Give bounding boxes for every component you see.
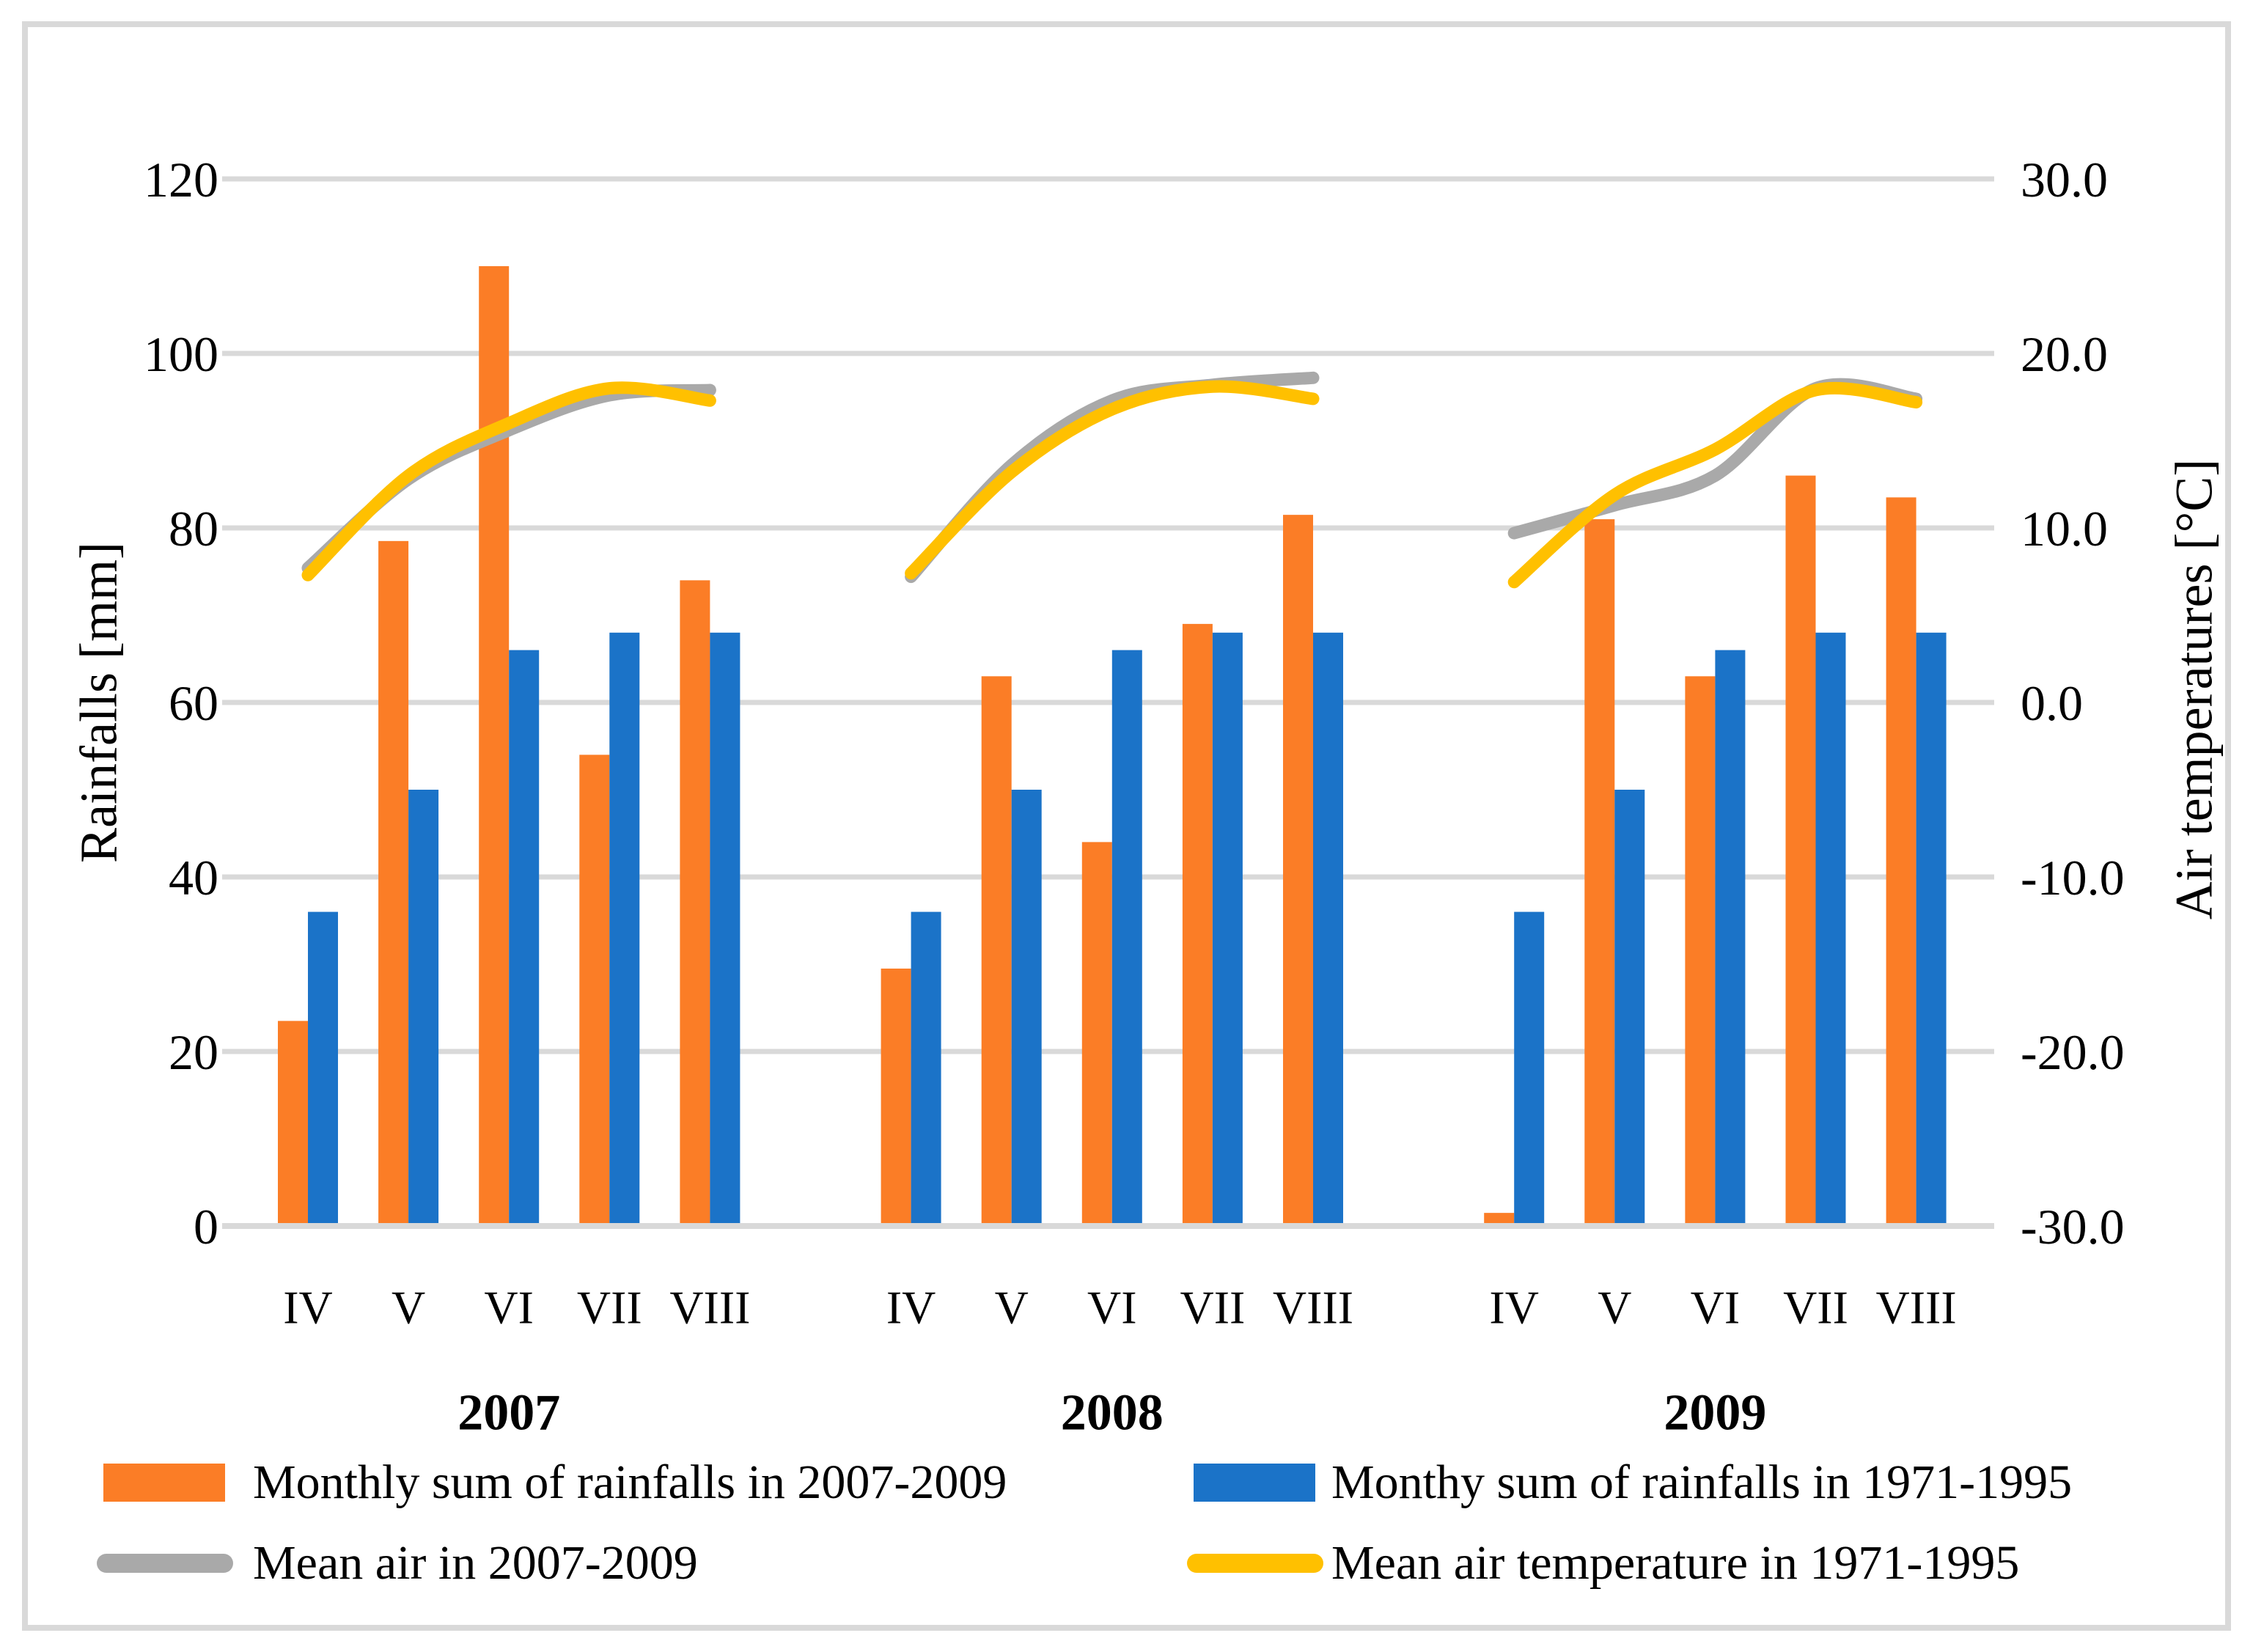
- bar-rainfall-1971-1995-2009-VII: [1815, 632, 1846, 1223]
- bar-rainfall-1971-1995-2007-IV: [308, 911, 338, 1223]
- right-tick--20.0: -20.0: [2021, 1024, 2125, 1080]
- bar-rainfall-2007-2009-2009-IV: [1484, 1213, 1515, 1223]
- month-label-2008-VI: VI: [1087, 1281, 1137, 1333]
- month-label-2008-V: V: [995, 1281, 1029, 1333]
- bar-rainfall-2007-2009-2009-VI: [1685, 676, 1716, 1223]
- legend-swatch-yellow-line: [1187, 1554, 1323, 1573]
- bar-rainfall-1971-1995-2007-VIII: [710, 632, 740, 1223]
- month-label-2009-V: V: [1598, 1281, 1631, 1333]
- bar-rainfall-2007-2009-2009-VII: [1785, 475, 1816, 1223]
- bar-rainfall-1971-1995-2008-VI: [1111, 650, 1142, 1223]
- bar-rainfall-2007-2009-2007-VIII: [680, 580, 710, 1223]
- bar-rainfall-1971-1995-2008-VIII: [1313, 632, 1343, 1223]
- line-mean-air-2007-2009-2009: [1507, 378, 1923, 540]
- year-label-2007: 2007: [457, 1385, 560, 1442]
- bar-rainfall-2007-2009-2008-VI: [1081, 842, 1112, 1223]
- legend-item-mean-air-2007-2009: Mean air in 2007-2009: [97, 1534, 698, 1593]
- year-label-2008: 2008: [1061, 1385, 1164, 1442]
- bar-rainfall-2007-2009-2007-VI: [479, 266, 510, 1223]
- month-label-2007-V: V: [392, 1281, 425, 1333]
- gridline-80: [222, 525, 1994, 531]
- legend-item-mean-air-temperature-1971-1995: Mean air temperature in 1971-1995: [1187, 1534, 2019, 1593]
- bar-rainfall-2007-2009-2008-V: [981, 676, 1012, 1223]
- legend-label-rainfall-1971-1995: Monthy sum of rainfalls in 1971-1995: [1331, 1455, 2073, 1509]
- line-mean-air-temperature-1971-1995-2007: [301, 381, 716, 581]
- bar-rainfall-1971-1995-2008-V: [1011, 790, 1042, 1223]
- legend-label-rainfall-2007-2009: Monthly sum of rainfalls in 2007-2009: [253, 1455, 1007, 1509]
- left-tick-80: 80: [169, 501, 218, 557]
- bar-rainfall-1971-1995-2009-IV: [1514, 911, 1545, 1223]
- month-label-2007-IV: IV: [283, 1281, 333, 1333]
- month-label-2009-IV: IV: [1489, 1281, 1539, 1333]
- right-axis-title: Air temperatures [°C]: [2164, 458, 2224, 920]
- month-label-2009-VI: VI: [1691, 1281, 1741, 1333]
- legend-swatch-blue-bar: [1194, 1464, 1315, 1502]
- left-tick-60: 60: [169, 675, 218, 731]
- legend-item-rainfall-2007-2009: Monthly sum of rainfalls in 2007-2009: [103, 1453, 1007, 1512]
- left-tick-0: 0: [194, 1199, 218, 1255]
- month-label-2007-VI: VI: [484, 1281, 534, 1333]
- left-axis-title: Rainfalls [mm]: [69, 542, 128, 863]
- bar-rainfall-2007-2009-2007-VII: [579, 755, 610, 1223]
- bar-rainfall-1971-1995-2007-VII: [609, 632, 640, 1223]
- month-label-2007-VIII: VIII: [669, 1281, 750, 1333]
- bar-rainfall-2007-2009-2009-VIII: [1886, 497, 1916, 1223]
- bar-rainfall-1971-1995-2009-VI: [1715, 650, 1746, 1223]
- bar-rainfall-1971-1995-2007-VI: [509, 650, 540, 1223]
- legend-label-mean-air-2007-2009: Mean air in 2007-2009: [253, 1536, 698, 1590]
- month-label-2008-VIII: VIII: [1273, 1281, 1353, 1333]
- legend-item-rainfall-1971-1995: Monthy sum of rainfalls in 1971-1995: [1194, 1453, 2072, 1512]
- legend-label-mean-air-temperature-1971-1995: Mean air temperature in 1971-1995: [1331, 1536, 2020, 1590]
- month-label-2009-VIII: VIII: [1876, 1281, 1957, 1333]
- gridline-120: [222, 176, 1994, 182]
- gridline-60: [222, 700, 1994, 705]
- right-tick-30.0: 30.0: [2021, 152, 2108, 208]
- bar-rainfall-2007-2009-2007-IV: [278, 1021, 308, 1223]
- month-label-2008-IV: IV: [886, 1281, 936, 1333]
- bar-rainfall-1971-1995-2009-V: [1614, 790, 1645, 1223]
- left-tick-20: 20: [169, 1024, 218, 1080]
- month-label-2008-VII: VII: [1180, 1281, 1245, 1333]
- right-tick--30.0: -30.0: [2021, 1199, 2125, 1255]
- right-tick-20.0: 20.0: [2021, 326, 2108, 382]
- bar-rainfall-2007-2009-2008-VII: [1182, 623, 1213, 1223]
- left-tick-120: 120: [144, 152, 218, 208]
- right-tick-10.0: 10.0: [2021, 501, 2108, 557]
- bar-rainfall-1971-1995-2008-IV: [911, 911, 941, 1223]
- right-tick-0.0: 0.0: [2021, 675, 2083, 731]
- legend-swatch-orange-bar: [103, 1464, 225, 1502]
- x-axis-line: [222, 1223, 1994, 1229]
- bar-rainfall-2007-2009-2007-V: [378, 540, 409, 1223]
- right-tick--10.0: -10.0: [2021, 850, 2125, 906]
- bar-rainfall-2007-2009-2009-V: [1584, 519, 1615, 1223]
- bar-rainfall-2007-2009-2008-VIII: [1283, 515, 1313, 1223]
- left-tick-100: 100: [144, 326, 218, 382]
- month-label-2009-VII: VII: [1783, 1281, 1848, 1333]
- gridline-100: [222, 350, 1994, 356]
- legend-swatch-gray-line: [97, 1554, 233, 1573]
- bar-rainfall-2007-2009-2008-IV: [881, 968, 911, 1223]
- bar-rainfall-1971-1995-2007-V: [408, 790, 439, 1223]
- month-label-2007-VII: VII: [577, 1281, 642, 1333]
- left-tick-40: 40: [169, 850, 218, 906]
- bar-rainfall-1971-1995-2009-VIII: [1916, 632, 1947, 1223]
- year-label-2009: 2009: [1664, 1385, 1766, 1442]
- figure-border: [22, 21, 2231, 1631]
- bar-rainfall-1971-1995-2008-VII: [1212, 632, 1243, 1223]
- line-mean-air-temperature-1971-1995-2008: [905, 380, 1320, 580]
- line-mean-air-temperature-1971-1995-2009: [1507, 381, 1923, 589]
